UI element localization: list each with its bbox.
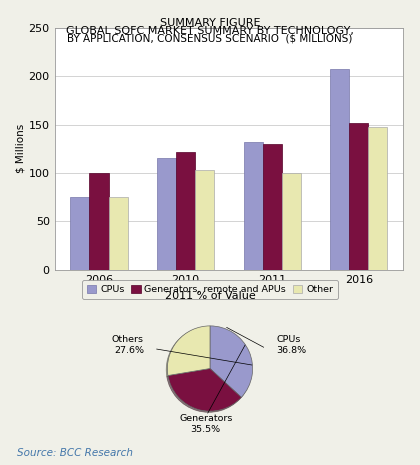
Bar — [349, 123, 368, 270]
Wedge shape — [168, 368, 241, 411]
Text: Others
27.6%: Others 27.6% — [112, 335, 144, 355]
Text: Source: BCC Research: Source: BCC Research — [17, 448, 133, 458]
Bar — [89, 173, 108, 270]
Bar — [195, 170, 214, 270]
Bar — [262, 144, 282, 270]
Bar — [108, 197, 128, 270]
Text: CPUs
36.8%: CPUs 36.8% — [276, 335, 306, 355]
Text: Generators
35.5%: Generators 35.5% — [179, 414, 232, 434]
Bar — [330, 68, 349, 270]
Bar — [282, 173, 301, 270]
Wedge shape — [168, 326, 210, 376]
Y-axis label: $ Millions: $ Millions — [16, 124, 26, 173]
Bar — [176, 152, 195, 270]
Legend: CPUs, Generators, remote and APUs, Other: CPUs, Generators, remote and APUs, Other — [82, 280, 338, 299]
Bar — [71, 197, 89, 270]
Title: 2011 % of Value: 2011 % of Value — [165, 291, 255, 301]
Text: BY APPLICATION, CONSENSUS SCENARIO  ($ MILLIONS): BY APPLICATION, CONSENSUS SCENARIO ($ MI… — [67, 33, 353, 44]
Wedge shape — [210, 326, 252, 398]
Text: SUMMARY FIGURE: SUMMARY FIGURE — [160, 18, 260, 28]
Bar — [157, 159, 176, 270]
Text: GLOBAL SOFC MARKET SUMMARY BY TECHNOLOGY,: GLOBAL SOFC MARKET SUMMARY BY TECHNOLOGY… — [66, 26, 354, 36]
Bar — [244, 142, 262, 270]
Bar — [368, 126, 387, 270]
